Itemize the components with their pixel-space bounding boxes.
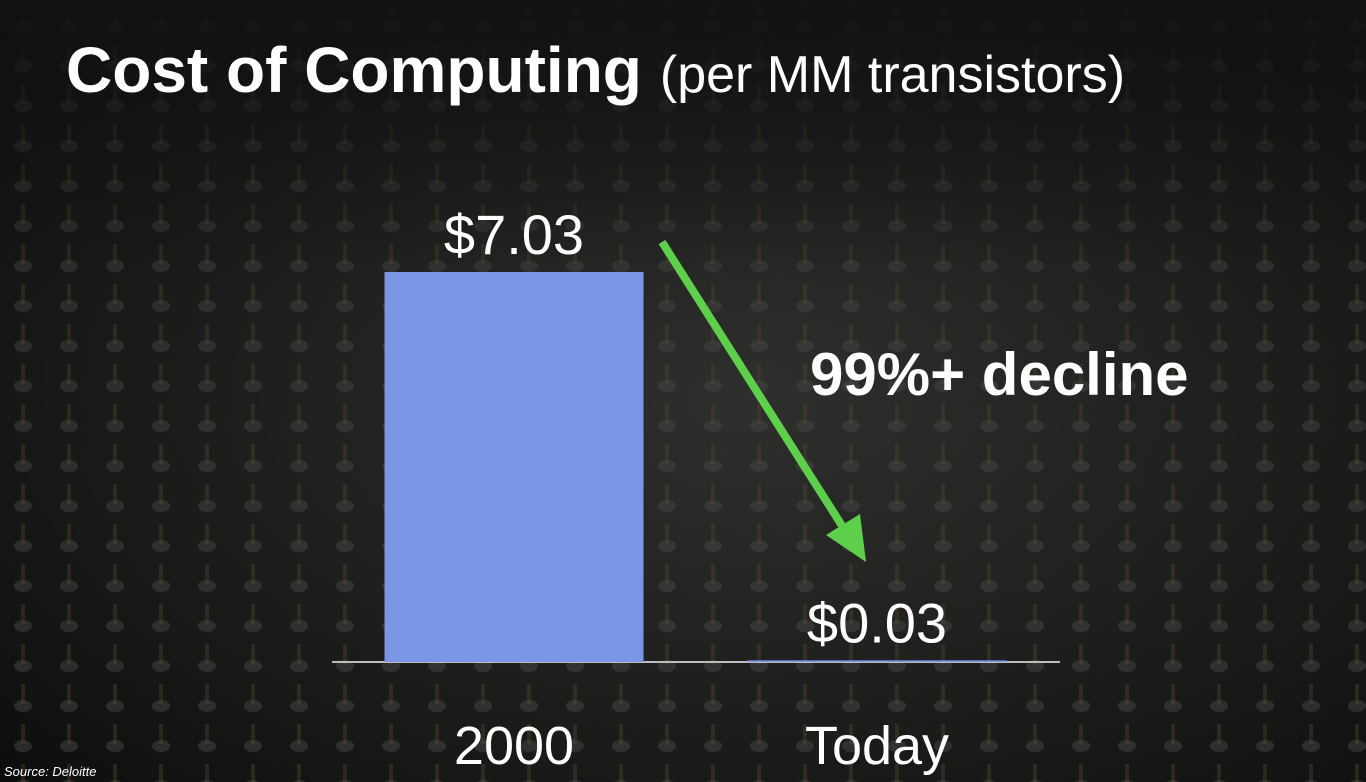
annotation: 99%+ decline	[810, 341, 1189, 408]
bar	[384, 272, 644, 662]
chart-title: Cost of Computing (per MM transistors)	[66, 34, 1125, 106]
source-note: Source: Deloitte	[4, 764, 97, 779]
bar	[747, 660, 1007, 662]
x-tick-label: 2000	[454, 716, 574, 776]
arrow-head	[826, 514, 866, 562]
title-sub: (per MM transistors)	[660, 46, 1125, 104]
x-tick-label: Today	[805, 716, 949, 776]
arrow-shaft	[658, 239, 850, 535]
value-label: $7.03	[444, 203, 584, 266]
decline-arrow	[658, 239, 866, 562]
title-main: Cost of Computing	[66, 34, 642, 106]
value-label: $0.03	[807, 591, 947, 654]
